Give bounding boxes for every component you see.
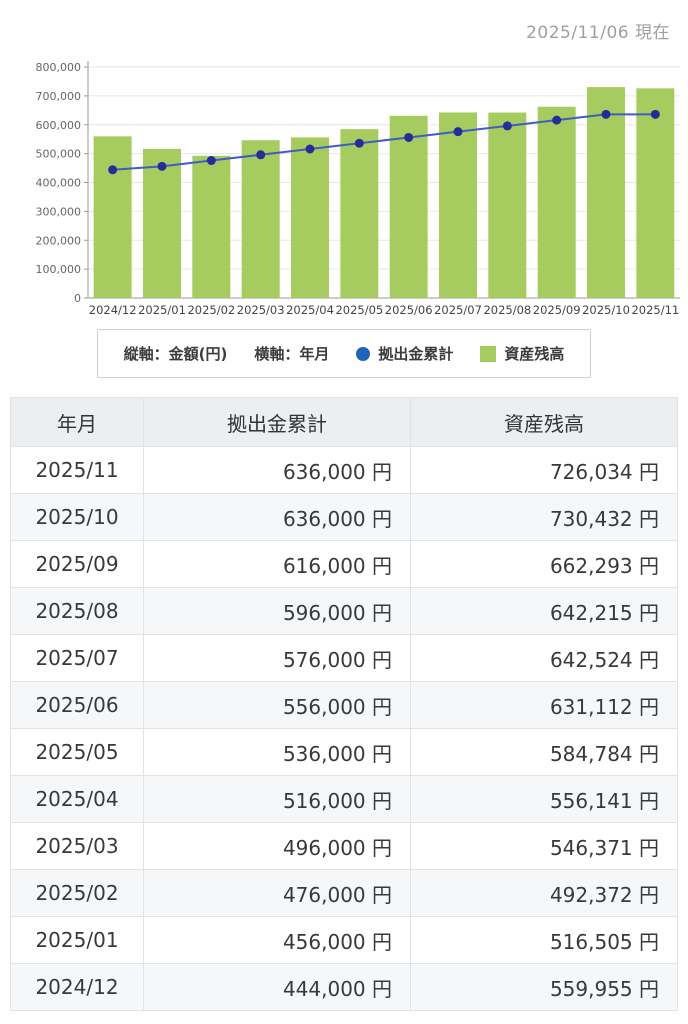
contribution-cell: 616,000 円 <box>143 540 411 588</box>
svg-text:800,000: 800,000 <box>36 61 82 74</box>
svg-text:2025/07: 2025/07 <box>434 303 482 317</box>
svg-text:2025/03: 2025/03 <box>237 303 285 317</box>
legend-item-balance: 資産残高 <box>480 343 564 364</box>
month-cell: 2025/09 <box>10 540 144 588</box>
svg-text:2025/06: 2025/06 <box>385 303 433 317</box>
svg-text:200,000: 200,000 <box>36 234 82 247</box>
balance-cell: 559,955 円 <box>410 963 678 1011</box>
month-cell: 2025/10 <box>10 493 144 541</box>
month-cell: 2025/08 <box>10 587 144 635</box>
month-cell: 2025/03 <box>10 822 144 870</box>
svg-text:2024/12: 2024/12 <box>89 303 137 317</box>
svg-text:2025/04: 2025/04 <box>286 303 334 317</box>
legend-line-series-label: 拠出金累計 <box>378 345 454 363</box>
column-header-month: 年月 <box>10 397 144 447</box>
svg-text:300,000: 300,000 <box>36 205 82 218</box>
table-row: 2025/04 516,000 円 556,141 円 <box>10 775 678 823</box>
svg-text:0: 0 <box>74 292 81 305</box>
balance-cell: 492,372 円 <box>410 869 678 917</box>
contribution-cell: 556,000 円 <box>143 681 411 729</box>
svg-text:2025/09: 2025/09 <box>533 303 581 317</box>
column-header-balance: 資産残高 <box>410 397 678 447</box>
svg-text:500,000: 500,000 <box>36 148 82 161</box>
balance-cell: 584,784 円 <box>410 728 678 776</box>
svg-text:2025/08: 2025/08 <box>483 303 531 317</box>
column-header-contribution: 拠出金累計 <box>143 397 411 447</box>
balance-cell: 642,524 円 <box>410 634 678 682</box>
balance-cell: 642,215 円 <box>410 587 678 635</box>
balance-cell: 726,034 円 <box>410 446 678 494</box>
svg-text:100,000: 100,000 <box>36 263 82 276</box>
table-row: 2025/01 456,000 円 516,505 円 <box>10 916 678 964</box>
legend-y-axis-label: 縦軸：金額(円) <box>123 345 228 363</box>
svg-text:2025/10: 2025/10 <box>582 303 630 317</box>
balance-cell: 556,141 円 <box>410 775 678 823</box>
month-cell: 2025/02 <box>10 869 144 917</box>
legend-bar-series-label: 資産残高 <box>504 345 565 363</box>
table-row: 2024/12 444,000 円 559,955 円 <box>10 963 678 1011</box>
month-cell: 2024/12 <box>10 963 144 1011</box>
month-cell: 2025/01 <box>10 916 144 964</box>
svg-text:2025/11: 2025/11 <box>631 303 679 317</box>
month-cell: 2025/07 <box>10 634 144 682</box>
table-row: 2025/10 636,000 円 730,432 円 <box>10 493 678 541</box>
legend-x-axis-label: 横軸：年月 <box>254 345 330 363</box>
contribution-cell: 516,000 円 <box>143 775 411 823</box>
balance-cell: 546,371 円 <box>410 822 678 870</box>
asset-history-table: 年月 拠出金累計 資産残高 2025/11 636,000 円 726,034 … <box>10 397 678 1011</box>
contribution-cell: 576,000 円 <box>143 634 411 682</box>
svg-text:600,000: 600,000 <box>36 119 82 132</box>
contribution-cell: 476,000 円 <box>143 869 411 917</box>
svg-text:400,000: 400,000 <box>36 177 82 190</box>
contribution-cell: 636,000 円 <box>143 446 411 494</box>
chart-area: 0 100,000 200,000 300,000 400,000 500,000 600,… <box>0 51 688 323</box>
svg-text:2025/05: 2025/05 <box>335 303 383 317</box>
contribution-cell: 444,000 円 <box>143 963 411 1011</box>
month-cell: 2025/05 <box>10 728 144 776</box>
table-row: 2025/03 496,000 円 546,371 円 <box>10 822 678 870</box>
month-cell: 2025/06 <box>10 681 144 729</box>
balance-cell: 730,432 円 <box>410 493 678 541</box>
contribution-cell: 496,000 円 <box>143 822 411 870</box>
table-row: 2025/11 636,000 円 726,034 円 <box>10 446 678 494</box>
contribution-cell: 456,000 円 <box>143 916 411 964</box>
as-of-date: 2025/11/06 現在 <box>526 23 670 43</box>
line-series-marker-icon <box>356 346 371 361</box>
contribution-cell: 636,000 円 <box>143 493 411 541</box>
bar-series-swatch-icon <box>480 345 497 362</box>
table-header-row: 年月 拠出金累計 資産残高 <box>10 397 678 447</box>
contribution-cell: 596,000 円 <box>143 587 411 635</box>
svg-text:2025/02: 2025/02 <box>187 303 235 317</box>
svg-text:2025/01: 2025/01 <box>138 303 186 317</box>
legend-item-contribution: 拠出金累計 <box>356 343 453 364</box>
chart-legend: 縦軸：金額(円) 横軸：年月 拠出金累計 資産残高 <box>96 329 592 378</box>
balance-cell: 516,505 円 <box>410 916 678 964</box>
balance-cell: 662,293 円 <box>410 540 678 588</box>
table-row: 2025/09 616,000 円 662,293 円 <box>10 540 678 588</box>
month-cell: 2025/04 <box>10 775 144 823</box>
table-row: 2025/07 576,000 円 642,524 円 <box>10 634 678 682</box>
table-row: 2025/02 476,000 円 492,372 円 <box>10 869 678 917</box>
table-row: 2025/06 556,000 円 631,112 円 <box>10 681 678 729</box>
contribution-cell: 536,000 円 <box>143 728 411 776</box>
balance-cell: 631,112 円 <box>410 681 678 729</box>
month-cell: 2025/11 <box>10 446 144 494</box>
chart: 0 100,000 200,000 300,000 400,000 500,000 600,… <box>36 61 680 317</box>
table-row: 2025/05 536,000 円 584,784 円 <box>10 728 678 776</box>
svg-text:700,000: 700,000 <box>36 90 82 103</box>
table-row: 2025/08 596,000 円 642,215 円 <box>10 587 678 635</box>
